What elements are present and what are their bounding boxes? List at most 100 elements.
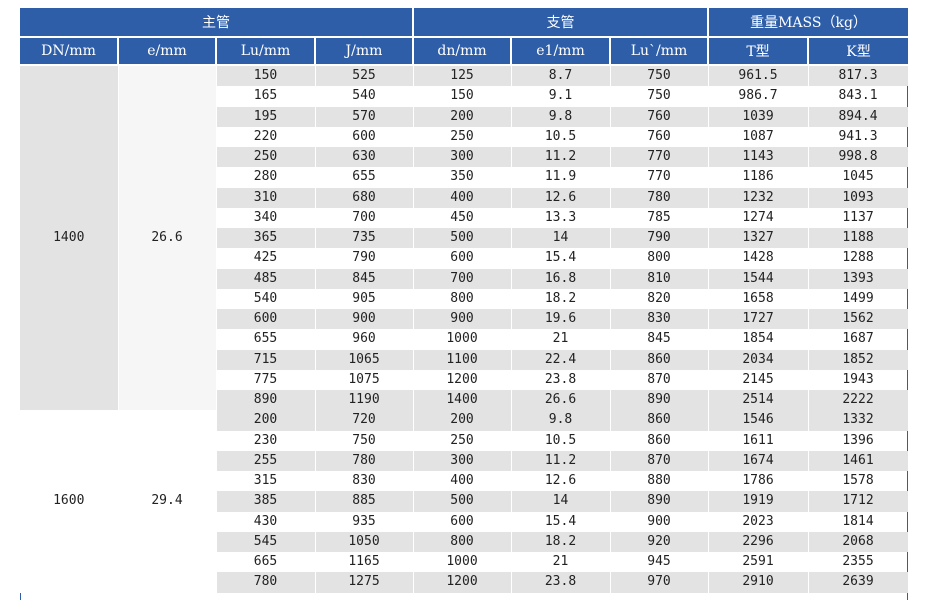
- table-cell: 540: [315, 86, 414, 107]
- table-cell: 845: [610, 329, 709, 350]
- table-cell: 810: [610, 268, 709, 289]
- table-cell: 1611: [708, 430, 809, 451]
- table-cell: 870: [610, 450, 709, 471]
- table-cell: 250: [413, 126, 512, 147]
- table-cell: 770: [610, 147, 709, 168]
- table-cell: 1727: [708, 309, 809, 330]
- table-cell: 1274: [708, 207, 809, 228]
- table-cell: 150: [216, 65, 316, 87]
- table-cell: 780: [216, 572, 316, 593]
- table-row: 545 1050 800 18.2 920 2296 2068: [20, 531, 909, 552]
- group-branch-pipe: 支管: [413, 8, 709, 38]
- table-cell: 1814: [808, 511, 909, 532]
- col-mass-k: K型: [808, 37, 909, 66]
- table-row: 280 655 350 11.9 770 1186 1045: [20, 167, 909, 188]
- table-cell: 200: [413, 106, 512, 127]
- table-cell: 894.4: [808, 106, 909, 127]
- table-cell: 22.4: [511, 349, 611, 370]
- table-cell: 1065: [315, 349, 414, 370]
- table-cell: 1400: [413, 390, 512, 411]
- table-cell: 23.8: [511, 572, 611, 593]
- table-cell: 1188: [808, 228, 909, 249]
- table-cell: 430: [216, 511, 316, 532]
- block-dn-1600: 1600 29.4 200 720 200 9.8 860 1546 1332 230 750 250…: [20, 410, 909, 593]
- table-row: 340 700 450 13.3 785 1274 1137: [20, 207, 909, 228]
- table-row: 230 750 250 10.5 860 1611 1396: [20, 430, 909, 451]
- table-cell: 885: [315, 491, 414, 512]
- table-cell: 26.6: [511, 390, 611, 411]
- dn-cell: 1400: [20, 65, 119, 411]
- table-cell: 1546: [708, 410, 809, 431]
- table-row: 195 570 200 9.8 760 1039 894.4: [20, 106, 909, 127]
- table-cell: 1327: [708, 228, 809, 249]
- table-cell: 655: [216, 329, 316, 350]
- table-cell: 2145: [708, 369, 809, 390]
- table-cell: 2910: [708, 572, 809, 593]
- table-cell: 750: [610, 65, 709, 87]
- table-cell: 10.5: [511, 430, 611, 451]
- table-cell: 2068: [808, 531, 909, 552]
- table-cell: 18.2: [511, 288, 611, 309]
- table-row: 310 680 400 12.6 780 1232 1093: [20, 187, 909, 208]
- pipe-tee-spec-table: 主管 支管 重量MASS（kg） DN/mm e/mm Lu/mm J/mm d…: [20, 8, 909, 593]
- table-cell: 1039: [708, 106, 809, 127]
- table-cell: 300: [413, 450, 512, 471]
- header-group-row: 主管 支管 重量MASS（kg）: [20, 8, 909, 38]
- table-row: 780 1275 1200 23.8 970 2910 2639: [20, 572, 909, 593]
- table-cell: 700: [315, 207, 414, 228]
- table-cell: 900: [315, 309, 414, 330]
- table-cell: 15.4: [511, 248, 611, 269]
- table-cell: 780: [315, 450, 414, 471]
- table-cell: 400: [413, 187, 512, 208]
- table-cell: 960: [315, 329, 414, 350]
- col-branch-lu: Lu`/mm: [610, 37, 709, 66]
- table-cell: 255: [216, 450, 316, 471]
- col-e: e/mm: [118, 37, 217, 66]
- table-cell: 941.3: [808, 126, 909, 147]
- table-cell: 1087: [708, 126, 809, 147]
- table-cell: 1786: [708, 471, 809, 492]
- table-cell: 775: [216, 369, 316, 390]
- table-cell: 860: [610, 410, 709, 431]
- table-cell: 2591: [708, 552, 809, 573]
- table-row: 715 1065 1100 22.4 860 2034 1852: [20, 349, 909, 370]
- table-cell: 500: [413, 491, 512, 512]
- table-cell: 545: [216, 531, 316, 552]
- table-cell: 890: [610, 390, 709, 411]
- table-cell: 1200: [413, 369, 512, 390]
- table-cell: 780: [610, 187, 709, 208]
- table-cell: 2355: [808, 552, 909, 573]
- table-cell: 1137: [808, 207, 909, 228]
- table-cell: 540: [216, 288, 316, 309]
- table-cell: 570: [315, 106, 414, 127]
- table-row: 485 845 700 16.8 810 1544 1393: [20, 268, 909, 289]
- group-mass: 重量MASS（kg）: [708, 8, 909, 38]
- table-cell: 1143: [708, 147, 809, 168]
- table-cell: 920: [610, 531, 709, 552]
- table-cell: 1396: [808, 430, 909, 451]
- col-j: J/mm: [315, 37, 414, 66]
- col-lu: Lu/mm: [216, 37, 316, 66]
- table-cell: 340: [216, 207, 316, 228]
- table-cell: 9.8: [511, 106, 611, 127]
- table-cell: 1165: [315, 552, 414, 573]
- table-cell: 310: [216, 187, 316, 208]
- table-row: 430 935 600 15.4 900 2023 1814: [20, 511, 909, 532]
- table-cell: 970: [610, 572, 709, 593]
- table-cell: 195: [216, 106, 316, 127]
- spec-table-container: 主管 支管 重量MASS（kg） DN/mm e/mm Lu/mm J/mm d…: [20, 8, 909, 593]
- table-cell: 1093: [808, 187, 909, 208]
- table-cell: 200: [413, 410, 512, 431]
- table-cell: 630: [315, 147, 414, 168]
- table-row: 775 1075 1200 23.8 870 2145 1943: [20, 369, 909, 390]
- col-branch-dn: dn/mm: [413, 37, 512, 66]
- table-cell: 385: [216, 491, 316, 512]
- table-cell: 860: [610, 349, 709, 370]
- table-cell: 525: [315, 65, 414, 87]
- table-cell: 1045: [808, 167, 909, 188]
- table-cell: 986.7: [708, 86, 809, 107]
- table-cell: 2639: [808, 572, 909, 593]
- table-cell: 21: [511, 329, 611, 350]
- table-cell: 800: [610, 248, 709, 269]
- header-column-row: DN/mm e/mm Lu/mm J/mm dn/mm e1/mm Lu`/mm…: [20, 37, 909, 66]
